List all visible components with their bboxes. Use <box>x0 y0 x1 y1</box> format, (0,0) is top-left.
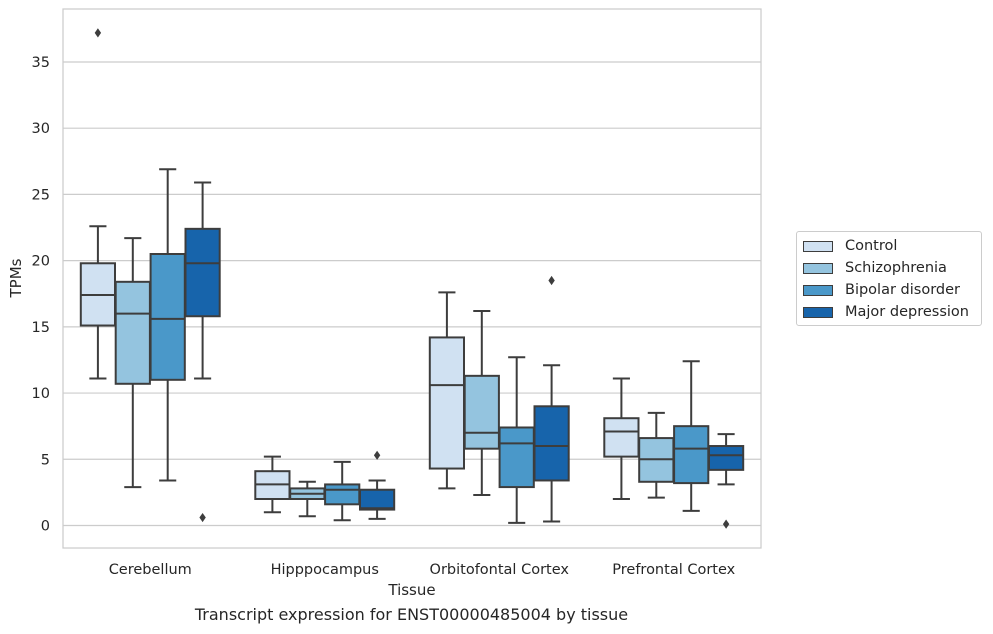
x-tick-label-cerebellum: Cerebellum <box>109 562 192 578</box>
box-cerebellum-control <box>79 225 117 380</box>
series-control <box>79 225 640 514</box>
iqr-box-hipppocampus-bipolar-disorder <box>324 483 361 506</box>
series-schizophrenia <box>114 237 675 518</box>
outlier-point-hipppocampus-major-depression-0 <box>373 450 381 460</box>
plot-frame <box>62 8 762 549</box>
outlier-point-cerebellum-control-extra-0 <box>94 28 102 38</box>
iqr-box-prefrontal-cortex-major-depression <box>707 445 745 471</box>
iqr-box-orbitofontal-cortex-control <box>428 336 466 470</box>
legend-item-major-depression: Major depression <box>803 303 969 321</box>
legend-item-bipolar-disorder: Bipolar disorder <box>803 281 960 299</box>
iqr-box-prefrontal-cortex-control <box>603 417 640 458</box>
box-orbitofontal-cortex-schizophrenia <box>463 309 500 497</box>
y-tick-label-0: 0 <box>41 518 50 534</box>
legend-label-schizophrenia: Schizophrenia <box>845 260 947 276</box>
series-major-depression <box>184 181 745 529</box>
outlier-point-prefrontal-cortex-major-depression-0 <box>722 519 730 529</box>
box-prefrontal-cortex-schizophrenia <box>638 411 675 499</box>
y-tick-label-20: 20 <box>32 254 50 270</box>
iqr-box-cerebellum-bipolar-disorder <box>149 253 186 381</box>
legend-label-major-depression: Major depression <box>845 304 969 320</box>
x-tick-label-hipppocampus: Hipppocampus <box>271 562 379 578</box>
y-tick-label-25: 25 <box>32 187 50 203</box>
box-hipppocampus-major-depression <box>358 450 396 520</box>
legend-swatch-schizophrenia <box>803 262 833 274</box>
box-orbitofontal-cortex-control <box>428 291 466 490</box>
x-tick-label-prefrontal-cortex: Prefrontal Cortex <box>612 562 735 578</box>
legend-item-control: Control <box>803 237 897 255</box>
x-tick-label-orbitofontal-cortex: Orbitofontal Cortex <box>430 562 570 578</box>
outlier-point-orbitofontal-cortex-major-depression-0 <box>548 275 555 286</box>
legend: Control Schizophrenia Bipolar disorder M… <box>796 231 982 326</box>
x-axis-title: Tissue <box>387 581 435 599</box>
box-prefrontal-cortex-control <box>603 377 640 500</box>
box-prefrontal-cortex-major-depression <box>707 433 745 529</box>
iqr-box-orbitofontal-cortex-schizophrenia <box>463 374 500 450</box>
box-prefrontal-cortex-bipolar-disorder <box>673 360 710 512</box>
iqr-box-orbitofontal-cortex-major-depression <box>533 405 570 482</box>
iqr-box-cerebellum-major-depression <box>184 227 221 318</box>
legend-swatch-control <box>803 240 833 252</box>
y-tick-label-15: 15 <box>32 320 50 336</box>
legend-label-bipolar-disorder: Bipolar disorder <box>845 282 960 298</box>
box-cerebellum-bipolar-disorder <box>149 168 186 482</box>
y-tick-label-10: 10 <box>32 386 50 402</box>
x-axis-ticks: Cerebellum Hipppocampus Orbitofontal Corte… <box>109 562 736 578</box>
outlier-point-cerebellum-major-depression-0 <box>199 512 206 523</box>
y-axis-title: TPMs <box>7 258 25 298</box>
legend-label-control: Control <box>845 238 898 254</box>
legend-swatch-bipolar-disorder <box>803 284 833 296</box>
box-hipppocampus-control <box>254 455 291 514</box>
y-axis-ticks: 0 5 10 15 20 25 30 35 <box>32 55 50 535</box>
legend-item-schizophrenia: Schizophrenia <box>803 259 947 277</box>
box-cerebellum-schizophrenia <box>114 237 151 489</box>
box-orbitofontal-cortex-major-depression <box>533 275 570 523</box>
box-hipppocampus-schizophrenia <box>289 480 326 518</box>
iqr-box-cerebellum-schizophrenia <box>114 280 151 385</box>
iqr-box-orbitofontal-cortex-bipolar-disorder <box>498 426 535 489</box>
box-hipppocampus-bipolar-disorder <box>324 460 361 522</box>
y-tick-label-35: 35 <box>32 55 50 71</box>
box-cerebellum-major-depression <box>184 181 221 523</box>
legend-swatch-major-depression <box>803 306 833 318</box>
iqr-box-prefrontal-cortex-bipolar-disorder <box>673 425 710 485</box>
y-tick-label-5: 5 <box>41 452 50 468</box>
y-tick-label-30: 30 <box>32 121 50 137</box>
iqr-box-hipppocampus-major-depression <box>358 488 396 511</box>
box-orbitofontal-cortex-bipolar-disorder <box>498 356 535 524</box>
box-series <box>79 28 745 529</box>
chart-caption: Transcript expression for ENST0000048500… <box>194 605 629 624</box>
